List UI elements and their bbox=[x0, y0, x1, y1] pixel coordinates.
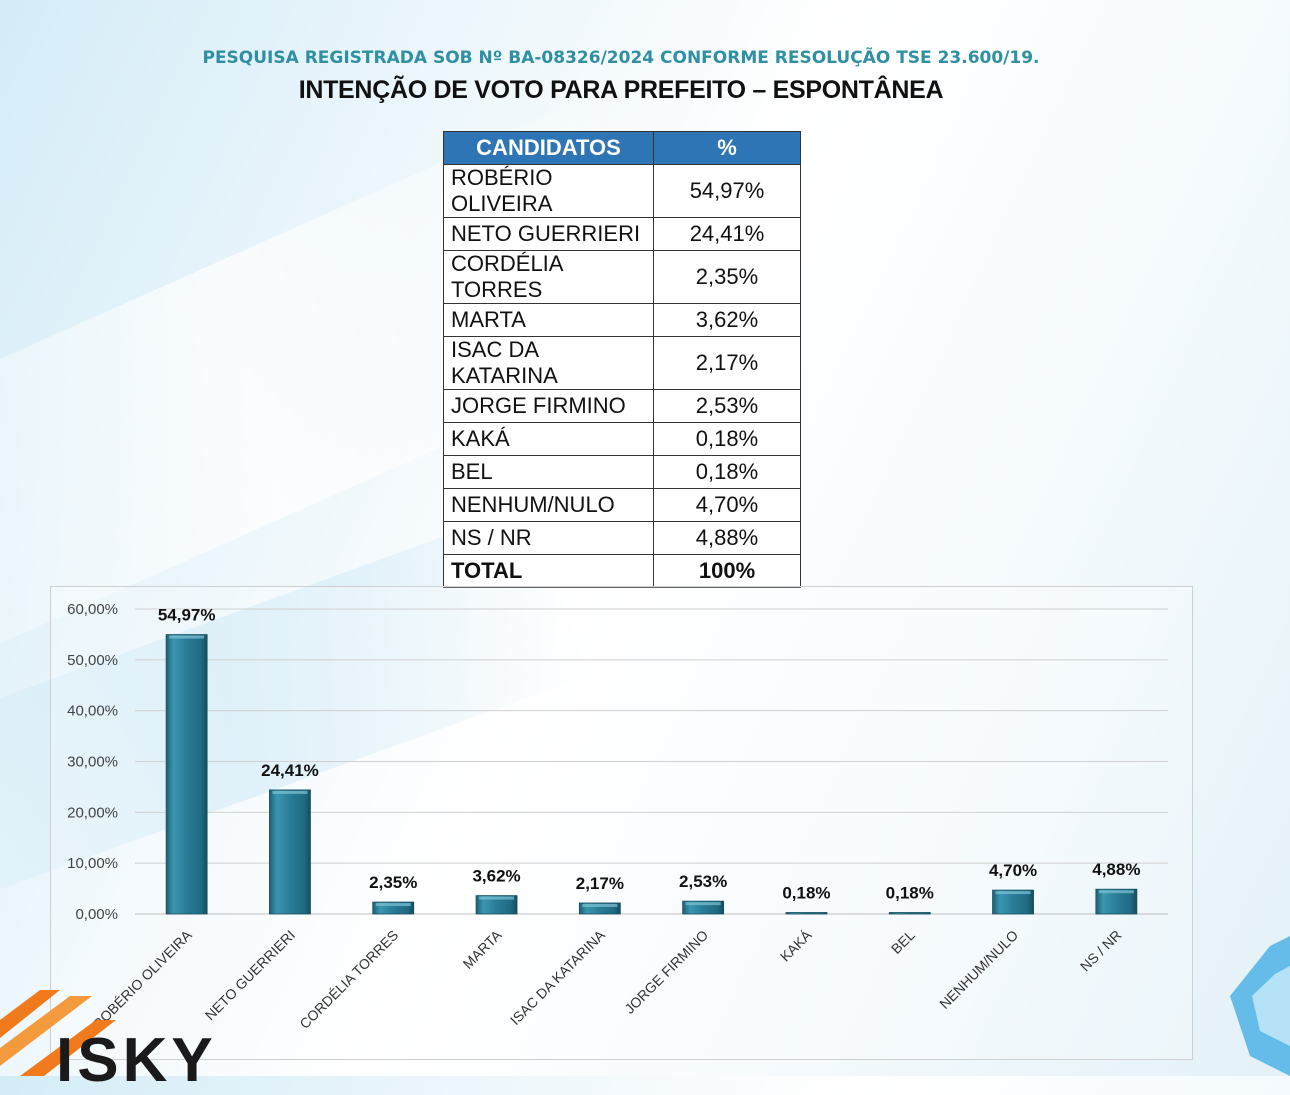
table-header-row: CANDIDATOS % bbox=[443, 131, 801, 165]
bar-highlight bbox=[169, 635, 205, 639]
total-label: TOTAL bbox=[443, 554, 654, 588]
data-label: 3,62% bbox=[472, 867, 520, 886]
table-row: NENHUM/NULO 4,70% bbox=[443, 488, 801, 522]
x-category-label: BEL bbox=[888, 927, 918, 957]
data-label: 4,70% bbox=[989, 861, 1037, 880]
candidate-percent: 2,53% bbox=[653, 389, 801, 423]
bar-highlight bbox=[685, 902, 721, 906]
bar bbox=[992, 889, 1034, 915]
x-category-label: NETO GUERRIERI bbox=[202, 927, 298, 1023]
candidate-percent: 2,17% bbox=[653, 336, 801, 390]
candidate-percent: 2,35% bbox=[653, 250, 801, 304]
y-tick-label: 0,00% bbox=[75, 906, 118, 923]
candidate-percent: 4,88% bbox=[653, 521, 801, 555]
bar-highlight bbox=[1098, 890, 1134, 894]
candidate-percent: 0,18% bbox=[653, 455, 801, 489]
candidate-name: ROBÉRIO OLIVEIRA bbox=[443, 164, 654, 218]
y-tick-label: 40,00% bbox=[67, 703, 118, 720]
x-category-label: NENHUM/NULO bbox=[936, 927, 1021, 1012]
bar bbox=[372, 901, 415, 915]
y-tick-label: 50,00% bbox=[67, 652, 118, 669]
data-label: 2,53% bbox=[679, 872, 727, 891]
column-header-candidates: CANDIDATOS bbox=[443, 131, 654, 165]
candidate-percent: 4,70% bbox=[653, 488, 801, 522]
x-category-label: CORDÉLIA TORRES bbox=[296, 927, 401, 1032]
candidate-percent: 24,41% bbox=[653, 217, 801, 251]
logo-stripes-icon bbox=[0, 990, 150, 1076]
candidate-percent: 3,62% bbox=[653, 303, 801, 337]
candidate-name: MARTA bbox=[443, 303, 654, 337]
bar-highlight bbox=[995, 891, 1031, 895]
y-tick-label: 10,00% bbox=[67, 855, 118, 872]
bar-highlight bbox=[582, 903, 618, 907]
data-label: 0,18% bbox=[782, 884, 830, 903]
registration-subtitle: PESQUISA REGISTRADA SOB Nº BA-08326/2024… bbox=[202, 48, 1040, 68]
y-tick-label: 30,00% bbox=[67, 754, 118, 771]
bar-highlight bbox=[272, 790, 308, 794]
table-row: BEL 0,18% bbox=[443, 455, 801, 489]
candidate-name: KAKÁ bbox=[443, 422, 654, 456]
table-row: KAKÁ 0,18% bbox=[443, 422, 801, 456]
candidate-percent: 54,97% bbox=[653, 164, 801, 218]
x-category-label: NS / NR bbox=[1077, 927, 1125, 975]
candidate-name: CORDÉLIA TORRES bbox=[443, 250, 654, 304]
data-label: 2,17% bbox=[576, 874, 624, 893]
candidate-name: JORGE FIRMINO bbox=[443, 389, 654, 423]
table-row: MARTA 3,62% bbox=[443, 303, 801, 337]
table-total-row: TOTAL 100% bbox=[443, 554, 801, 588]
bar bbox=[269, 789, 311, 915]
x-category-label: JORGE FIRMINO bbox=[621, 927, 711, 1017]
x-category-label: ISAC DA KATARINA bbox=[507, 926, 609, 1028]
bar bbox=[578, 902, 621, 915]
bar bbox=[1095, 888, 1138, 915]
data-label: 0,18% bbox=[886, 884, 934, 903]
table-row: NETO GUERRIERI 24,41% bbox=[443, 217, 801, 251]
data-label: 2,35% bbox=[369, 873, 417, 892]
y-tick-label: 20,00% bbox=[67, 804, 118, 821]
bar-chart-frame bbox=[50, 586, 1193, 1060]
bar-highlight bbox=[375, 903, 411, 907]
table-row: CORDÉLIA TORRES 2,35% bbox=[443, 250, 801, 304]
bar bbox=[888, 912, 931, 915]
bar-highlight bbox=[479, 896, 515, 900]
bar bbox=[785, 912, 828, 915]
data-label: 54,97% bbox=[158, 606, 216, 625]
isky-logo: ISKY bbox=[56, 1026, 217, 1095]
candidate-name: NETO GUERRIERI bbox=[443, 217, 654, 251]
results-table: CANDIDATOS % ROBÉRIO OLIVEIRA 54,97% NETO… bbox=[443, 131, 801, 588]
bar bbox=[165, 634, 208, 915]
table-row: ROBÉRIO OLIVEIRA 54,97% bbox=[443, 164, 801, 218]
decorative-corner-icon bbox=[1230, 936, 1290, 1076]
data-label: 4,88% bbox=[1092, 860, 1140, 879]
candidate-name: BEL bbox=[443, 455, 654, 489]
data-label: 24,41% bbox=[261, 761, 319, 780]
x-category-label: MARTA bbox=[460, 926, 506, 972]
x-category-label: KAKÁ bbox=[777, 926, 815, 964]
table-row: JORGE FIRMINO 2,53% bbox=[443, 389, 801, 423]
y-tick-label: 60,00% bbox=[67, 601, 118, 618]
page-title: INTENÇÃO DE VOTO PARA PREFEITO – ESPONTÂ… bbox=[298, 76, 944, 104]
bar bbox=[475, 895, 518, 915]
total-value: 100% bbox=[653, 554, 801, 588]
